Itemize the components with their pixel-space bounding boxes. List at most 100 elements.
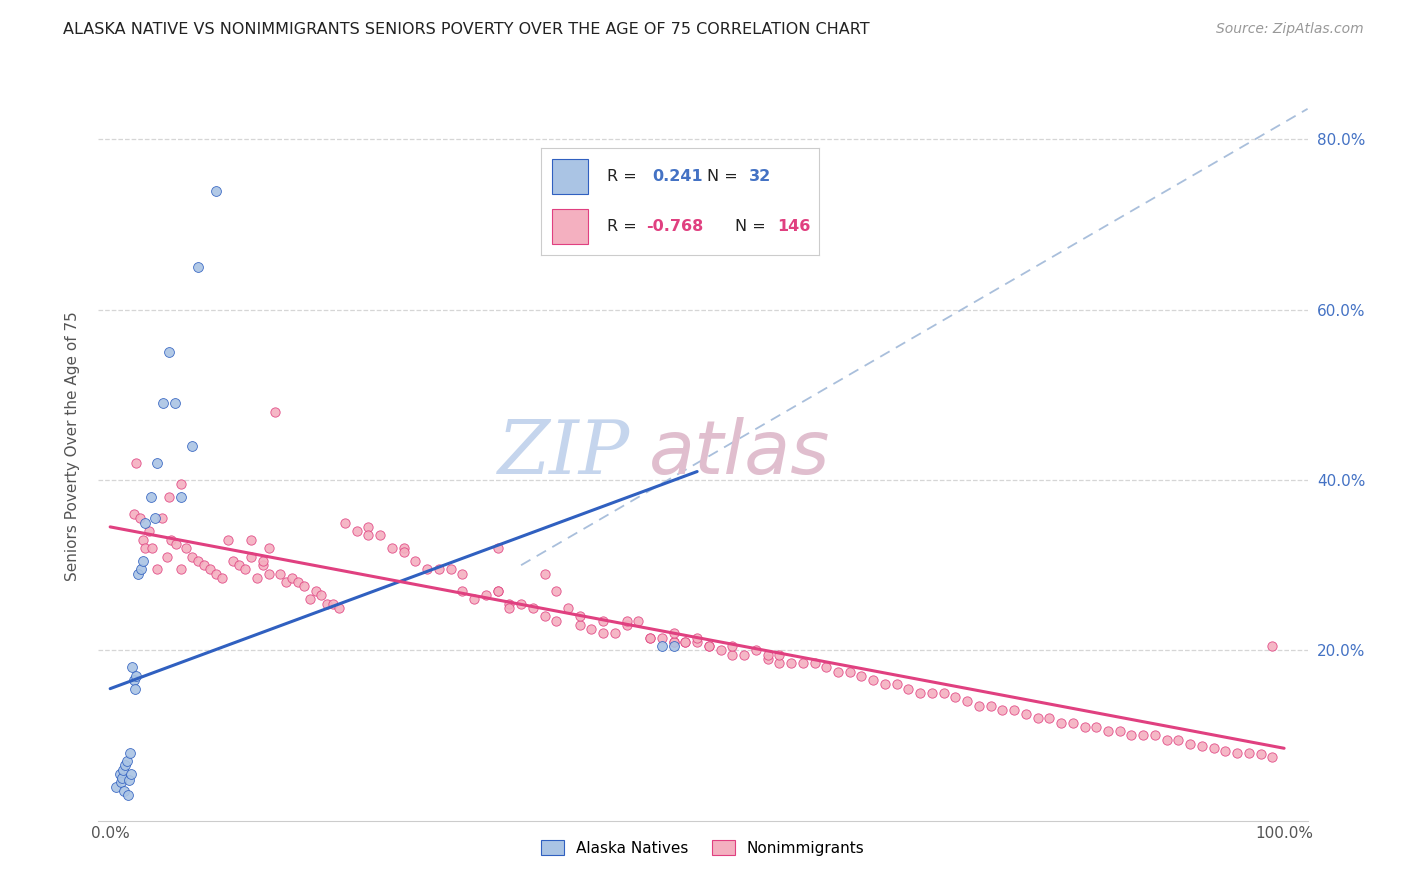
Point [803,656,825,670]
Point [217,533,239,547]
Point [756,652,779,666]
Point [111,771,134,785]
Point [115,754,138,768]
Point [581,622,603,636]
Point [546,583,568,598]
Point [568,617,591,632]
Point [240,549,263,564]
Y-axis label: Seniors Poverty Over the Age of 75: Seniors Poverty Over the Age of 75 [65,311,80,581]
Point [651,631,673,645]
Point [733,648,755,662]
Point [873,677,896,691]
Point [146,456,169,470]
Point [1062,715,1084,730]
Point [1143,729,1166,743]
Point [1097,724,1119,739]
Point [333,516,356,530]
Point [662,639,685,653]
Point [169,562,191,576]
Point [125,669,148,683]
Point [697,639,720,653]
Point [1026,711,1049,725]
Point [1132,729,1154,743]
Point [122,673,145,688]
Point [381,541,404,556]
Point [181,549,204,564]
Point [486,541,509,556]
Point [287,575,309,590]
Point [780,656,803,670]
Point [157,490,180,504]
Text: Source: ZipAtlas.com: Source: ZipAtlas.com [1216,22,1364,37]
Point [638,631,661,645]
Point [322,597,344,611]
Point [141,490,163,504]
Point [357,528,380,542]
Point [392,541,415,556]
Point [1015,707,1038,722]
Text: -0.768: -0.768 [647,219,703,234]
Point [169,477,191,491]
Point [304,583,326,598]
Point [120,746,142,760]
Point [768,648,790,662]
Point [1038,711,1060,725]
Point [132,554,155,568]
Text: ALASKA NATIVE VS NONIMMIGRANTS SENIORS POVERTY OVER THE AGE OF 75 CORRELATION CH: ALASKA NATIVE VS NONIMMIGRANTS SENIORS P… [63,22,870,37]
Point [686,635,709,649]
Point [463,592,485,607]
Point [439,562,461,576]
Point [897,681,920,696]
Point [292,580,315,594]
Point [932,686,955,700]
Point [662,626,685,640]
Point [792,656,814,670]
Point [127,566,149,581]
Point [673,635,696,649]
Point [486,583,509,598]
Text: R =: R = [607,219,643,234]
Point [152,396,174,410]
Point [108,767,131,781]
Point [176,541,198,556]
Point [252,558,274,573]
Point [112,784,135,798]
Point [124,681,146,696]
Point [276,575,298,590]
Point [756,648,779,662]
Point [146,562,169,576]
Point [120,767,142,781]
Point [316,597,339,611]
Point [110,775,132,789]
Point [745,643,768,657]
Point [1250,747,1272,762]
Point [451,566,474,581]
Text: 0.241: 0.241 [652,169,703,184]
Point [198,562,221,576]
Point [721,648,744,662]
Point [117,788,139,802]
Point [1121,729,1143,743]
Point [827,665,849,679]
Point [1226,746,1249,760]
Bar [553,209,588,244]
Point [592,626,614,640]
Point [627,614,650,628]
Point [451,583,474,598]
Point [697,639,720,653]
Point [686,631,709,645]
Point [252,554,274,568]
Point [246,571,269,585]
Point [1050,715,1073,730]
Point [603,626,626,640]
Point [710,643,733,657]
Point [498,600,520,615]
Text: atlas: atlas [648,417,830,490]
Point [114,758,136,772]
Point [132,533,155,547]
Point [122,507,145,521]
Point [150,511,173,525]
Point [616,617,638,632]
Point [486,583,509,598]
Point [263,405,285,419]
